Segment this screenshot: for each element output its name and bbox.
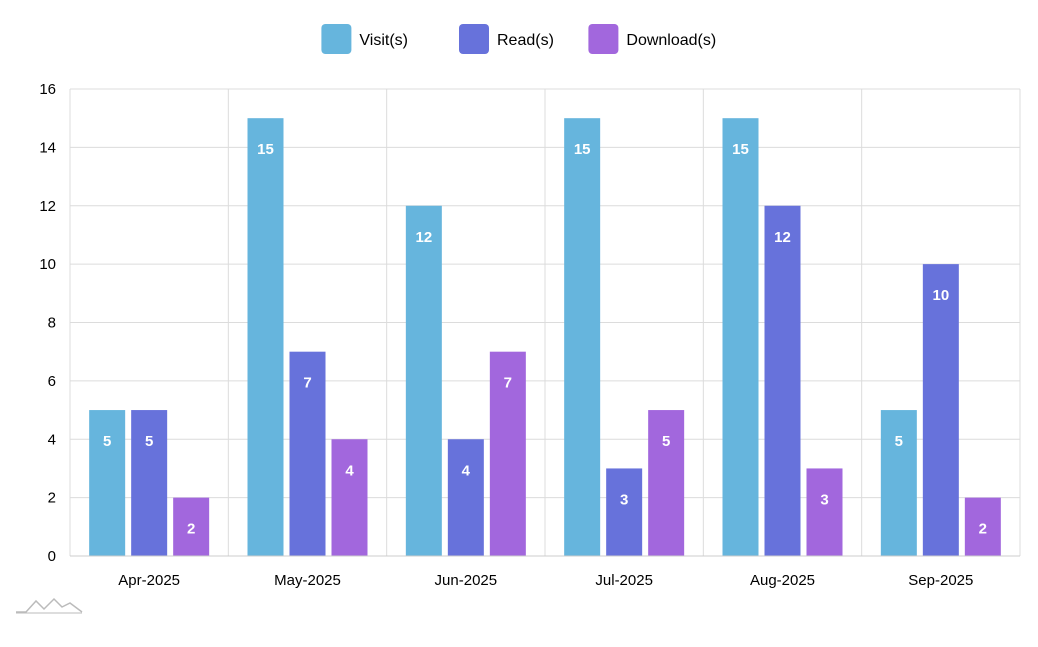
bar-value-label: 2 xyxy=(187,521,195,538)
bar-value-label: 3 xyxy=(820,491,828,508)
legend-swatch xyxy=(321,24,352,54)
x-tick-label: Jul-2025 xyxy=(595,572,653,589)
bar-value-label: 15 xyxy=(574,141,591,158)
bar[interactable] xyxy=(806,468,843,556)
bar[interactable] xyxy=(331,439,368,556)
bar[interactable] xyxy=(964,497,1001,556)
x-tick-label: May-2025 xyxy=(274,572,341,589)
bar-value-label: 5 xyxy=(895,433,903,450)
bar[interactable] xyxy=(722,118,759,556)
legend-label: Visit(s) xyxy=(359,32,408,49)
bar[interactable] xyxy=(447,439,484,556)
x-tick-label: Jun-2025 xyxy=(435,572,498,589)
bar-value-label: 12 xyxy=(774,229,791,246)
logo-icon xyxy=(16,597,83,613)
legend-label: Read(s) xyxy=(497,32,554,49)
y-tick-label: 6 xyxy=(48,373,56,390)
bar[interactable] xyxy=(131,410,168,556)
bar-value-label: 5 xyxy=(662,433,670,450)
bar-value-label: 7 xyxy=(504,375,512,392)
bar-value-label: 5 xyxy=(145,433,153,450)
bar-value-label: 4 xyxy=(462,462,471,479)
y-tick-label: 10 xyxy=(39,256,56,273)
legend-item[interactable]: Download(s) xyxy=(588,24,716,54)
legend[interactable]: Visit(s) Read(s) Download(s) xyxy=(321,24,716,54)
y-tick-label: 4 xyxy=(48,431,56,448)
bar-value-label: 15 xyxy=(257,141,274,158)
x-tick-label: Apr-2025 xyxy=(118,572,180,589)
y-tick-label: 8 xyxy=(48,315,56,332)
bar[interactable] xyxy=(247,118,284,556)
bar-value-label: 10 xyxy=(932,287,949,304)
bar[interactable] xyxy=(606,468,643,556)
axes: 0 2 4 6 8 10 12 14 16 Apr-2025 May-2025 Jun-2025 Jul… xyxy=(39,81,1020,589)
bar[interactable] xyxy=(489,351,526,556)
bar[interactable] xyxy=(89,410,126,556)
y-tick-label: 2 xyxy=(48,490,56,507)
bar-value-label: 7 xyxy=(303,375,311,392)
bar-value-label: 15 xyxy=(732,141,749,158)
legend-label: Download(s) xyxy=(626,32,716,49)
bar[interactable] xyxy=(648,410,685,556)
bar[interactable] xyxy=(564,118,601,556)
bar[interactable] xyxy=(405,205,442,556)
y-tick-label: 12 xyxy=(39,198,56,215)
legend-swatch xyxy=(588,24,619,54)
x-tick-label: Aug-2025 xyxy=(750,572,815,589)
y-tick-label: 0 xyxy=(48,548,56,565)
bar[interactable] xyxy=(764,205,801,556)
legend-swatch xyxy=(459,24,489,54)
chart-logo xyxy=(16,597,83,614)
bar-value-label: 2 xyxy=(979,521,987,538)
bar-value-label: 3 xyxy=(620,491,628,508)
y-tick-label: 16 xyxy=(39,81,56,98)
bar[interactable] xyxy=(173,497,210,556)
bar[interactable] xyxy=(880,410,917,556)
y-tick-label: 14 xyxy=(39,139,56,156)
bar[interactable] xyxy=(289,351,326,556)
legend-item[interactable]: Visit(s) xyxy=(321,24,408,54)
bars: 5 5 2 15 7 4 12 4 7 15 3 5 15 12 3 5 10 2 xyxy=(89,118,1001,556)
x-tick-label: Sep-2025 xyxy=(908,572,973,589)
legend-item[interactable]: Read(s) xyxy=(459,24,554,54)
bar-value-label: 12 xyxy=(415,229,432,246)
grid xyxy=(69,88,1021,557)
bar-value-label: 4 xyxy=(345,462,354,479)
bar-value-label: 5 xyxy=(103,433,111,450)
bar[interactable] xyxy=(922,264,959,556)
